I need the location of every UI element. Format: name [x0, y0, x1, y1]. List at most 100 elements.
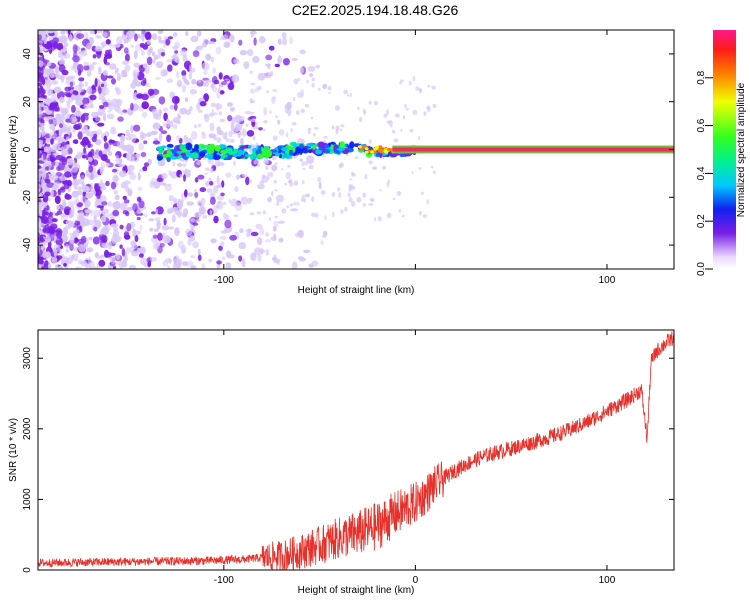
- noise-speckle: [314, 126, 319, 130]
- noise-speckle: [157, 30, 164, 35]
- noise-speckle: [368, 100, 372, 105]
- noise-speckle: [153, 228, 159, 232]
- signal-blob: [306, 142, 315, 147]
- noise-speckle: [277, 38, 282, 45]
- noise-speckle: [54, 73, 61, 78]
- signal-blob: [179, 143, 184, 151]
- signal-blob: [174, 153, 180, 157]
- noise-speckle: [94, 183, 98, 189]
- noise-speckle: [243, 61, 250, 69]
- signal-blob: [198, 151, 206, 157]
- noise-speckle: [197, 254, 202, 261]
- noise-speckle: [332, 211, 335, 217]
- noise-speckle: [151, 51, 156, 57]
- noise-speckle: [93, 226, 98, 232]
- noise-speckle: [154, 76, 162, 80]
- noise-speckle: [38, 160, 43, 164]
- noise-speckle: [167, 64, 173, 72]
- noise-speckle: [351, 200, 356, 207]
- noise-speckle: [72, 55, 80, 63]
- x-tick-label: 100: [599, 275, 616, 286]
- noise-speckle: [80, 174, 85, 181]
- noise-speckle: [217, 87, 221, 93]
- noise-speckle: [249, 98, 254, 104]
- noise-speckle: [272, 226, 277, 232]
- noise-speckle: [194, 177, 199, 183]
- noise-speckle: [278, 237, 284, 243]
- noise-speckle: [38, 245, 41, 254]
- noise-speckle: [118, 260, 124, 269]
- noise-speckle: [38, 45, 41, 55]
- noise-speckle: [432, 103, 437, 109]
- noise-speckle: [240, 137, 244, 145]
- y-tick-label: -40: [22, 237, 33, 252]
- noise-speckle: [128, 264, 137, 269]
- noise-speckle: [38, 217, 42, 224]
- noise-speckle: [63, 171, 72, 178]
- noise-speckle: [121, 134, 125, 142]
- signal-blob: [239, 145, 249, 149]
- noise-speckle: [253, 37, 257, 46]
- noise-speckle: [103, 56, 108, 65]
- noise-speckle: [249, 70, 254, 75]
- noise-speckle: [89, 209, 94, 216]
- noise-speckle: [152, 122, 161, 130]
- noise-speckle: [252, 135, 256, 141]
- noise-speckle: [290, 208, 299, 212]
- signal-blob: [292, 142, 297, 149]
- noise-speckle: [199, 101, 207, 107]
- noise-speckle: [75, 85, 82, 91]
- noise-speckle: [197, 109, 203, 113]
- noise-speckle: [323, 135, 328, 139]
- noise-speckle: [368, 202, 374, 206]
- noise-speckle: [95, 34, 102, 39]
- noise-speckle: [114, 194, 120, 200]
- noise-speckle: [402, 115, 406, 120]
- noise-speckle: [96, 122, 105, 127]
- signal-blob: [324, 144, 330, 149]
- noise-speckle: [320, 240, 324, 245]
- noise-speckle: [178, 240, 184, 249]
- noise-speckle: [306, 155, 314, 164]
- noise-speckle: [190, 255, 196, 259]
- noise-speckle: [197, 174, 205, 180]
- noise-speckle: [163, 112, 168, 122]
- noise-speckle: [196, 102, 201, 111]
- signal-blob: [162, 154, 171, 158]
- noise-speckle: [64, 127, 71, 133]
- noise-speckle: [42, 251, 47, 259]
- noise-speckle: [182, 170, 186, 174]
- noise-speckle: [176, 162, 183, 167]
- noise-speckle: [241, 128, 247, 137]
- noise-speckle: [220, 241, 225, 247]
- noise-speckle: [209, 209, 213, 216]
- noise-speckle: [357, 106, 360, 111]
- noise-speckle: [96, 30, 103, 34]
- noise-speckle: [73, 246, 79, 252]
- noise-speckle: [340, 128, 342, 132]
- noise-speckle: [405, 108, 410, 111]
- noise-speckle: [172, 207, 179, 212]
- noise-speckle: [229, 106, 235, 112]
- noise-speckle: [194, 191, 199, 198]
- noise-speckle: [163, 217, 167, 226]
- colorbar-tick-label: 0.2: [696, 214, 707, 228]
- noise-speckle: [210, 196, 216, 205]
- signal-blob: [264, 149, 273, 158]
- noise-speckle: [348, 186, 352, 192]
- noise-speckle: [220, 192, 225, 197]
- noise-speckle: [66, 140, 70, 145]
- noise-speckle: [74, 238, 79, 242]
- noise-speckle: [274, 215, 278, 219]
- noise-speckle: [158, 96, 166, 105]
- noise-speckle: [186, 169, 191, 173]
- noise-speckle: [71, 190, 80, 198]
- noise-speckle: [201, 131, 205, 136]
- noise-speckle: [202, 38, 209, 46]
- noise-speckle: [404, 103, 407, 109]
- noise-speckle: [186, 260, 194, 268]
- noise-speckle: [45, 251, 51, 259]
- noise-speckle: [101, 201, 108, 206]
- noise-speckle: [225, 214, 230, 221]
- noise-speckle: [71, 166, 79, 173]
